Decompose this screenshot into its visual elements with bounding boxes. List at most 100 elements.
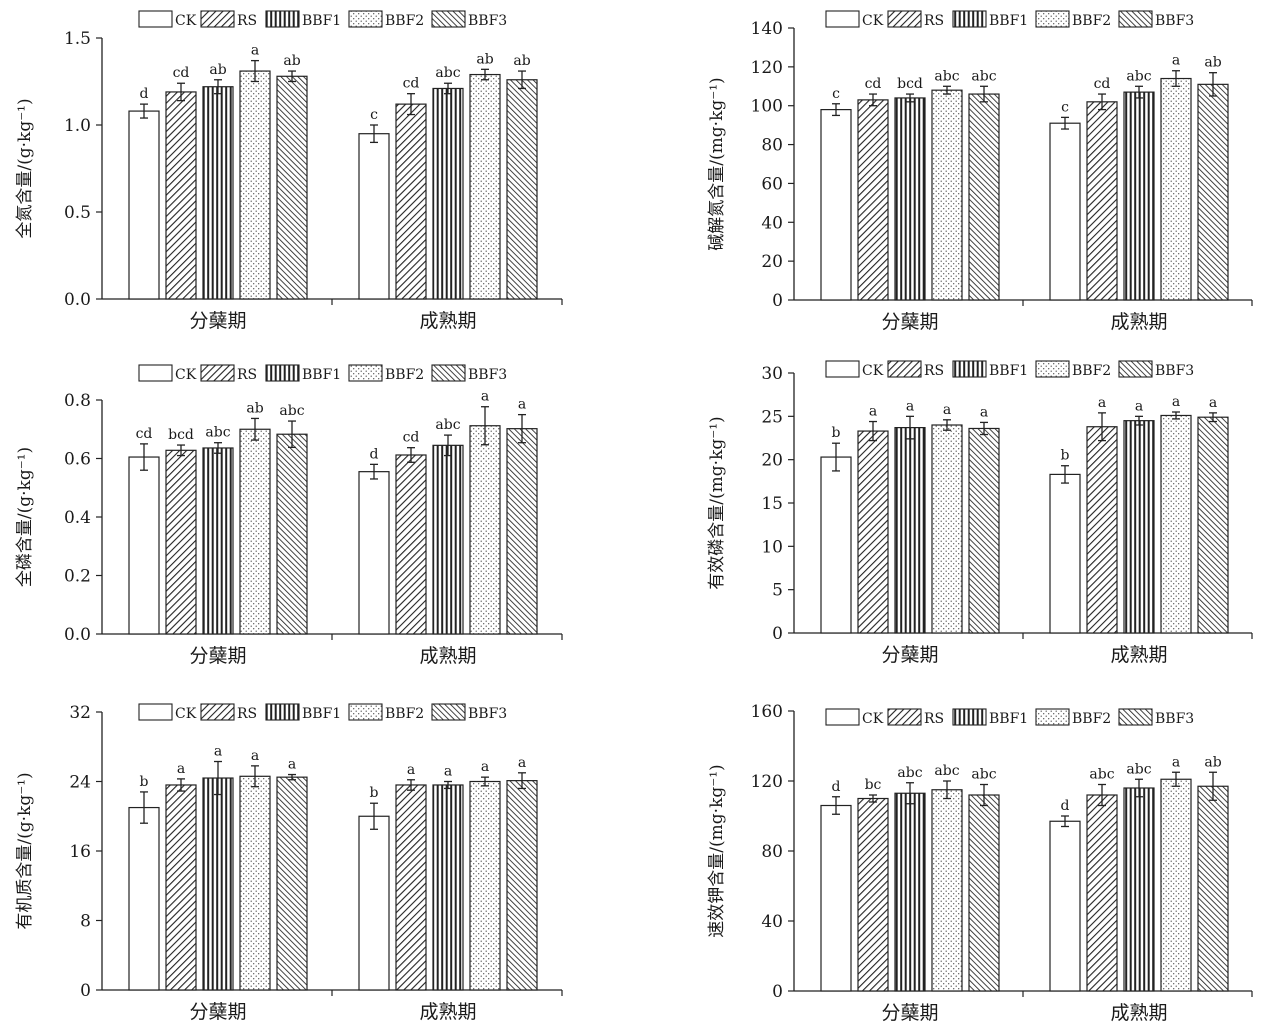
y-tick-label: 10 <box>761 537 783 557</box>
x-category-label: 分蘖期 <box>189 310 246 332</box>
legend-swatch-bbf2 <box>1035 10 1070 28</box>
y-tick-label: 60 <box>761 174 783 194</box>
bar-bbf2 <box>1160 778 1192 992</box>
significance-letter: cd <box>1094 76 1111 92</box>
bar-ck <box>820 456 852 634</box>
legend-label: CK <box>175 706 197 722</box>
legend: CK RS BBF1 BBF2 BBF3 <box>138 10 507 29</box>
y-axis-label: 碱解氮含量/(mg·kg⁻¹) <box>707 77 727 250</box>
significance-letter: abc <box>897 765 922 781</box>
legend-label: BBF2 <box>385 367 424 383</box>
y-tick-label: 0.6 <box>64 450 91 470</box>
y-tick-label: 0.2 <box>64 567 91 587</box>
significance-letter: d <box>370 446 379 462</box>
y-tick-label: 80 <box>761 842 783 862</box>
significance-letter: d <box>140 86 149 102</box>
significance-letter: bc <box>865 777 882 793</box>
significance-letter: abc <box>971 767 996 783</box>
bar-bbf3 <box>276 433 308 635</box>
bar-rs <box>1086 794 1118 992</box>
bar-bbf2 <box>239 428 271 635</box>
legend-label: BBF2 <box>1072 711 1111 727</box>
y-tick-label: 160 <box>751 702 783 722</box>
bar-ck <box>128 110 160 300</box>
y-axis-label: 有效磷含量/(mg·kg⁻¹) <box>707 416 727 589</box>
legend-label: CK <box>175 367 197 383</box>
legend-swatch-ck <box>138 10 173 28</box>
legend-swatch-bbf3 <box>1118 10 1153 28</box>
legend-swatch-bbf2 <box>1035 360 1070 378</box>
legend-label: RS <box>237 367 257 383</box>
bar-bbf2 <box>931 424 963 634</box>
legend-label: BBF1 <box>302 706 341 722</box>
legend-label: BBF1 <box>989 711 1028 727</box>
bar-bbf3 <box>968 794 1000 992</box>
y-tick-label: 0.4 <box>64 508 91 528</box>
bar-rs <box>1086 101 1118 301</box>
significance-letter: c <box>370 107 378 123</box>
legend: CK RS BBF1 BBF2 BBF3 <box>138 364 507 383</box>
y-tick-label: 20 <box>761 252 783 272</box>
legend-label: BBF1 <box>989 363 1028 379</box>
significance-letter: ab <box>246 400 263 416</box>
significance-letter: d <box>832 779 841 795</box>
bar-ck <box>1049 122 1081 301</box>
bar-bbf2 <box>469 73 501 300</box>
significance-letter: a <box>518 397 526 413</box>
y-tick-label: 0.8 <box>64 391 91 411</box>
legend-label: BBF3 <box>468 13 507 29</box>
legend-label: BBF3 <box>1155 711 1194 727</box>
y-tick-label: 5 <box>772 581 783 601</box>
legend-swatch-bbf1 <box>265 364 300 382</box>
significance-letter: c <box>1061 99 1069 115</box>
significance-letter: b <box>140 774 149 790</box>
significance-letter: bcd <box>168 427 194 443</box>
legend-label: RS <box>237 706 257 722</box>
significance-letter: ab <box>283 53 300 69</box>
significance-letter: cd <box>136 426 153 442</box>
bar-bbf1 <box>202 447 234 635</box>
legend: CK RS BBF1 BBF2 BBF3 <box>825 708 1194 727</box>
significance-letter: b <box>370 785 379 801</box>
bar-bbf3 <box>1197 83 1229 301</box>
x-category-label: 成熟期 <box>419 645 476 667</box>
significance-letter: a <box>444 764 452 780</box>
y-tick-label: 1.5 <box>64 29 91 49</box>
bar-bbf3 <box>506 79 538 300</box>
y-tick-label: 0.0 <box>64 290 91 310</box>
bar-bbf3 <box>276 75 308 300</box>
legend-swatch-bbf1 <box>952 10 987 28</box>
y-tick-label: 80 <box>761 136 783 156</box>
y-tick-label: 0 <box>80 981 91 1001</box>
significance-letter: bcd <box>897 76 923 92</box>
legend-label: BBF3 <box>468 706 507 722</box>
legend-label: BBF2 <box>1072 363 1111 379</box>
y-tick-label: 30 <box>761 364 783 384</box>
bar-bbf2 <box>469 425 501 635</box>
legend-swatch-bbf1 <box>265 10 300 28</box>
bar-ck <box>820 108 852 301</box>
legend-label: BBF1 <box>302 367 341 383</box>
significance-letter: ab <box>209 62 226 78</box>
bar-bbf2 <box>1160 414 1192 634</box>
bar-bbf3 <box>276 776 308 991</box>
x-category-label: 分蘖期 <box>881 644 938 666</box>
legend-swatch-rs <box>200 10 235 28</box>
bar-rs <box>165 784 197 991</box>
bar-rs <box>165 449 197 635</box>
y-tick-label: 120 <box>751 58 783 78</box>
bar-rs <box>395 784 427 991</box>
legend-swatch-bbf2 <box>348 10 383 28</box>
bar-ck <box>128 806 160 991</box>
legend-swatch-rs <box>887 360 922 378</box>
legend-label: BBF2 <box>1072 13 1111 29</box>
legend-swatch-bbf2 <box>348 703 383 721</box>
legend: CK RS BBF1 BBF2 BBF3 <box>138 703 507 722</box>
legend-label: RS <box>924 363 944 379</box>
bar-ck <box>820 804 852 992</box>
legend-swatch-ck <box>825 360 860 378</box>
significance-letter: d <box>1061 798 1070 814</box>
bar-rs <box>165 91 197 300</box>
significance-letter: abc <box>971 68 996 84</box>
